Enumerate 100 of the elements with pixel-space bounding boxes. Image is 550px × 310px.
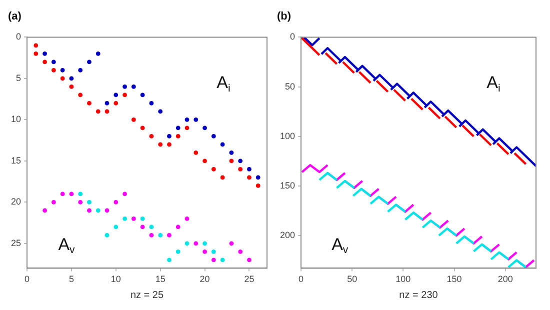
point <box>247 258 252 262</box>
point <box>167 233 172 238</box>
point <box>140 126 145 130</box>
point <box>184 216 190 221</box>
point <box>122 192 127 196</box>
point <box>69 192 74 196</box>
point <box>96 208 100 213</box>
point <box>131 84 136 89</box>
point <box>131 216 136 221</box>
point <box>114 200 118 204</box>
point <box>149 134 154 138</box>
point <box>104 208 110 213</box>
x-tick-label: 200 <box>498 274 513 284</box>
point <box>220 258 225 262</box>
y-tick-label: 10 <box>10 114 22 124</box>
point <box>104 233 110 238</box>
point <box>140 224 145 230</box>
point <box>149 101 154 106</box>
point <box>104 101 110 106</box>
point <box>167 142 172 147</box>
point <box>42 60 47 64</box>
point <box>202 126 207 130</box>
point <box>211 167 216 172</box>
point <box>78 68 83 72</box>
point <box>131 118 136 122</box>
point <box>149 233 154 238</box>
point <box>87 208 92 213</box>
x-tick-label: 0 <box>24 274 30 284</box>
point <box>202 158 207 164</box>
point <box>220 142 225 147</box>
point <box>42 208 47 213</box>
point <box>78 192 83 196</box>
point <box>69 76 74 81</box>
point <box>42 52 47 56</box>
point <box>140 216 145 221</box>
y-tick-label: 100 <box>280 130 296 141</box>
point <box>60 76 65 81</box>
point <box>194 241 198 246</box>
point <box>256 175 260 180</box>
x-axis-title: nz = 230 <box>399 290 438 301</box>
point <box>122 92 127 98</box>
y-tick-label: 0 <box>16 32 22 42</box>
y-tick-label: 5 <box>16 72 22 83</box>
point <box>211 250 216 254</box>
point <box>96 52 100 56</box>
point <box>238 167 243 172</box>
y-tick-label: 20 <box>10 196 22 207</box>
point <box>158 109 163 114</box>
x-tick-label: 20 <box>200 274 210 284</box>
point <box>60 68 65 72</box>
point <box>194 118 198 122</box>
x-axis-title: nz = 25 <box>130 290 164 301</box>
point <box>176 250 180 254</box>
point <box>87 200 92 204</box>
point <box>167 258 172 262</box>
point <box>114 92 118 98</box>
point <box>78 92 83 98</box>
x-tick-label: 150 <box>446 274 462 284</box>
point <box>247 167 252 172</box>
point <box>220 175 225 180</box>
y-tick-label: 200 <box>280 230 296 240</box>
chart-title: (b) <box>277 10 292 23</box>
point <box>229 150 234 155</box>
point <box>176 134 180 138</box>
point <box>229 241 234 246</box>
point <box>60 192 65 196</box>
point <box>34 43 38 48</box>
y-tick-label: 0 <box>290 32 296 42</box>
x-tick-label: 100 <box>396 274 411 284</box>
x-tick-label: 15 <box>155 274 166 284</box>
point <box>78 200 83 204</box>
y-tick-label: 150 <box>280 180 296 190</box>
point <box>51 68 56 72</box>
point <box>247 175 252 180</box>
point <box>114 101 118 106</box>
point <box>176 126 180 130</box>
point <box>184 118 190 122</box>
point <box>87 101 92 106</box>
point <box>87 60 92 64</box>
point <box>122 216 127 221</box>
point <box>176 224 180 230</box>
point <box>140 92 145 98</box>
x-tick-label: 10 <box>110 274 121 284</box>
point <box>202 241 207 246</box>
point <box>238 158 243 164</box>
point <box>69 84 74 89</box>
point <box>238 250 243 254</box>
point <box>202 250 207 254</box>
point <box>158 233 163 238</box>
point <box>158 142 163 147</box>
point <box>122 84 127 89</box>
point <box>211 134 216 138</box>
point <box>104 109 110 114</box>
x-tick-label: 5 <box>68 274 74 284</box>
point <box>256 184 260 188</box>
point <box>184 241 190 246</box>
point <box>96 109 100 114</box>
point <box>211 258 216 262</box>
point <box>194 150 198 155</box>
point <box>184 126 190 130</box>
